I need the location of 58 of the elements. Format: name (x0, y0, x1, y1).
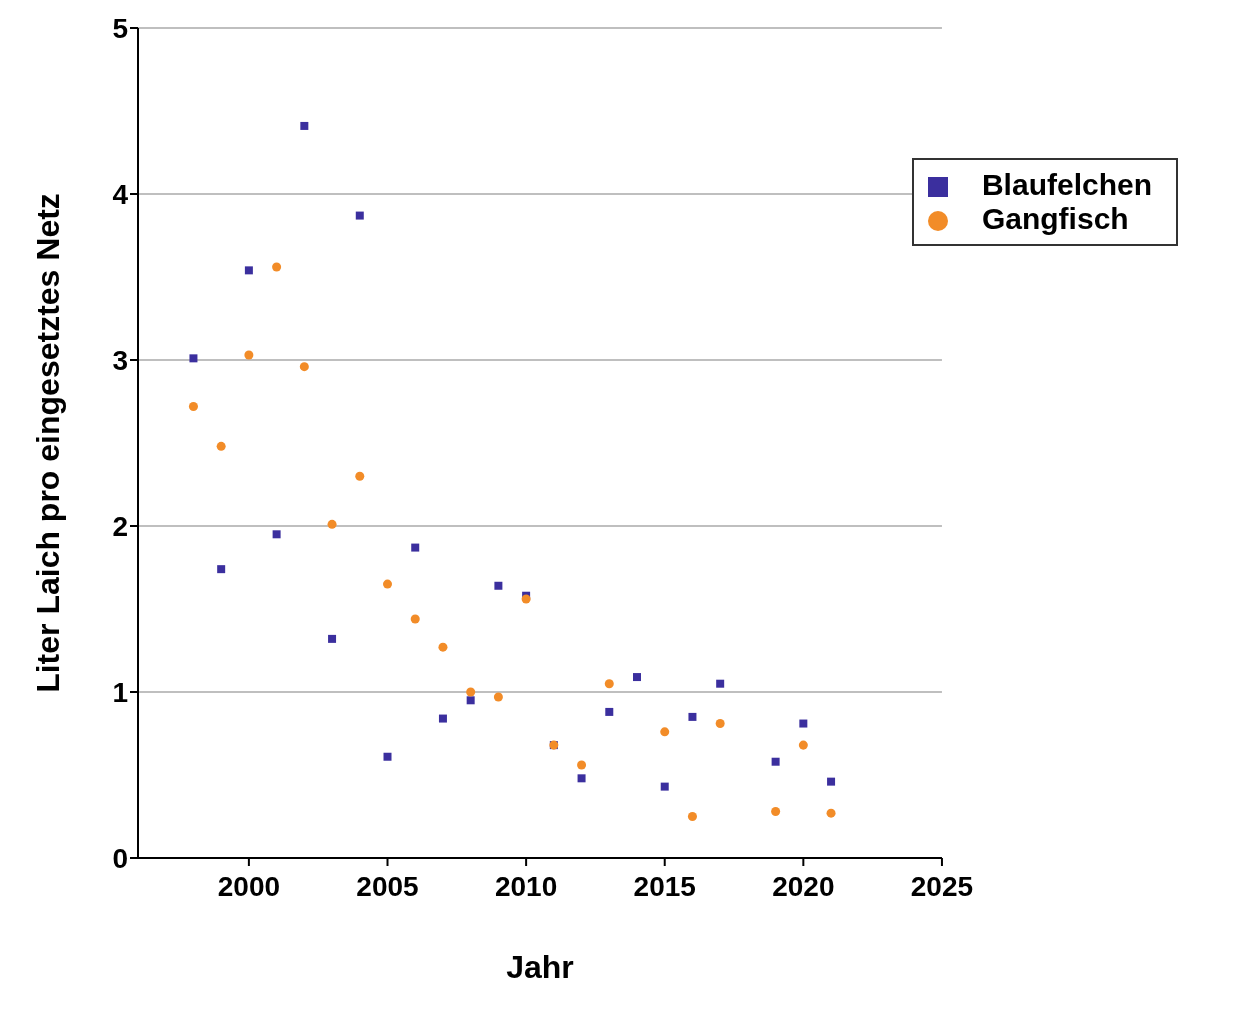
point (799, 719, 808, 728)
point (299, 362, 309, 372)
y-axis-title: Liter Laich pro eingesetztes Netz (30, 193, 67, 693)
y-tick-label: 0 (112, 842, 128, 874)
x-tick-label: 2010 (494, 870, 558, 902)
point (827, 777, 836, 786)
point (410, 614, 420, 624)
point (272, 262, 282, 272)
point (798, 740, 808, 750)
y-tick-label: 1 (112, 676, 128, 708)
legend-label: Blaufelchen (981, 168, 1152, 201)
point (216, 441, 226, 451)
point (244, 266, 253, 275)
point (577, 774, 586, 783)
point (716, 679, 725, 688)
point (217, 565, 226, 574)
point (327, 519, 337, 529)
point (188, 401, 198, 411)
point (604, 679, 614, 689)
point (328, 634, 337, 643)
y-tick-label: 3 (112, 344, 128, 376)
point (494, 581, 503, 590)
point (383, 752, 392, 761)
y-tick-label: 4 (112, 178, 129, 210)
point (633, 673, 642, 682)
point (300, 121, 309, 130)
point (715, 719, 725, 729)
point (493, 692, 503, 702)
point (355, 211, 364, 220)
point (411, 543, 420, 552)
y-tick-label: 2 (112, 510, 128, 542)
x-axis-title: Jahr (506, 949, 574, 985)
point (244, 350, 254, 360)
point (189, 354, 198, 363)
point (272, 530, 281, 539)
point (660, 727, 670, 737)
point (826, 808, 836, 818)
point (355, 471, 365, 481)
point (521, 594, 531, 604)
point (382, 579, 393, 589)
x-tick-label: 2000 (217, 870, 281, 902)
point (605, 707, 614, 716)
legend-label: Gangfisch (981, 202, 1129, 235)
point (438, 714, 447, 723)
point (466, 687, 476, 697)
point (771, 757, 780, 766)
x-tick-label: 2015 (633, 870, 696, 902)
point (466, 696, 475, 705)
x-tick-label: 2005 (356, 870, 419, 902)
point (687, 811, 697, 822)
point (688, 712, 697, 721)
x-tick-label: 2020 (772, 870, 835, 902)
point (660, 782, 669, 791)
point (577, 760, 587, 770)
point (771, 807, 781, 817)
point (438, 642, 448, 652)
y-tick-label: 5 (112, 12, 128, 44)
x-tick-label: 2025 (910, 870, 974, 902)
